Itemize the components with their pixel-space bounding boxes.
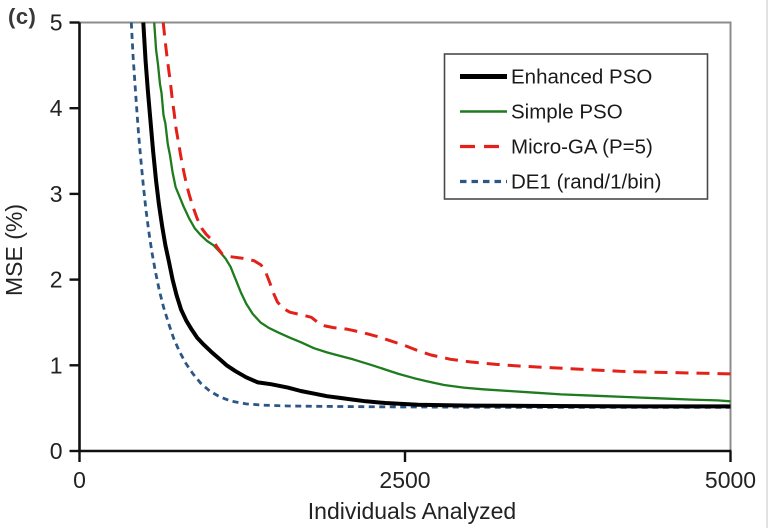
- legend-label-micro-ga-p-5: Micro-GA (P=5): [511, 136, 653, 159]
- series-line-enhanced-pso: [141, 22, 731, 409]
- y-tick-label: 4: [50, 95, 63, 121]
- series-line-de1-rand-1-bin: [129, 22, 731, 409]
- legend-label-enhanced-pso: Enhanced PSO: [511, 66, 652, 89]
- y-axis-title: MSE (%): [1, 204, 27, 296]
- y-tick-label: 5: [50, 10, 63, 36]
- legend-label-de1-rand-1-bin: DE1 (rand/1/bin): [511, 171, 661, 194]
- x-tick-label: 5000: [705, 467, 756, 493]
- x-axis-title: Individuals Analyzed: [308, 498, 516, 524]
- series-line-micro-ga-p-5: [161, 22, 731, 376]
- plot-frame: [79, 21, 732, 451]
- legend-label-simple-pso: Simple PSO: [511, 101, 623, 124]
- x-tick-label: 0: [73, 467, 86, 493]
- y-tick-label: 0: [50, 438, 63, 464]
- y-tick-label: 2: [50, 267, 63, 293]
- y-tick-label: 1: [50, 352, 63, 378]
- series-line-simple-pso: [153, 22, 731, 403]
- y-tick-label: 3: [50, 181, 63, 207]
- x-tick-label: 2500: [379, 467, 430, 493]
- panel-label: (c): [8, 4, 37, 29]
